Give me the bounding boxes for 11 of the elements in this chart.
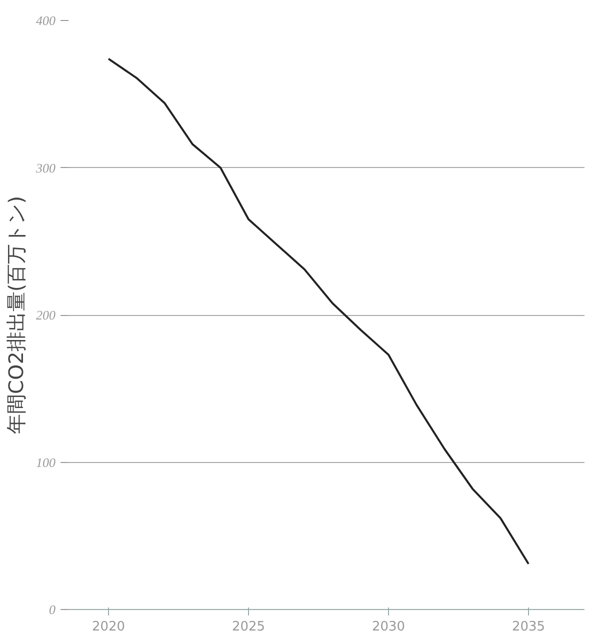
- x-tick-label: 2030: [372, 620, 406, 633]
- y-tick-label: 0: [49, 602, 56, 617]
- y-tick-label: 200: [36, 308, 56, 322]
- y-axis-title: 年間CO2排出量(百万トン): [4, 196, 28, 434]
- x-tick-label: 2020: [92, 620, 126, 633]
- y-tick-label: 100: [36, 454, 56, 470]
- x-tick-label: 2035: [512, 620, 546, 633]
- y-tick-label: 400: [36, 13, 56, 28]
- y-tick-label: 300: [35, 160, 56, 176]
- line-series: [108, 58, 530, 565]
- x-tick-label: 2025: [232, 620, 266, 633]
